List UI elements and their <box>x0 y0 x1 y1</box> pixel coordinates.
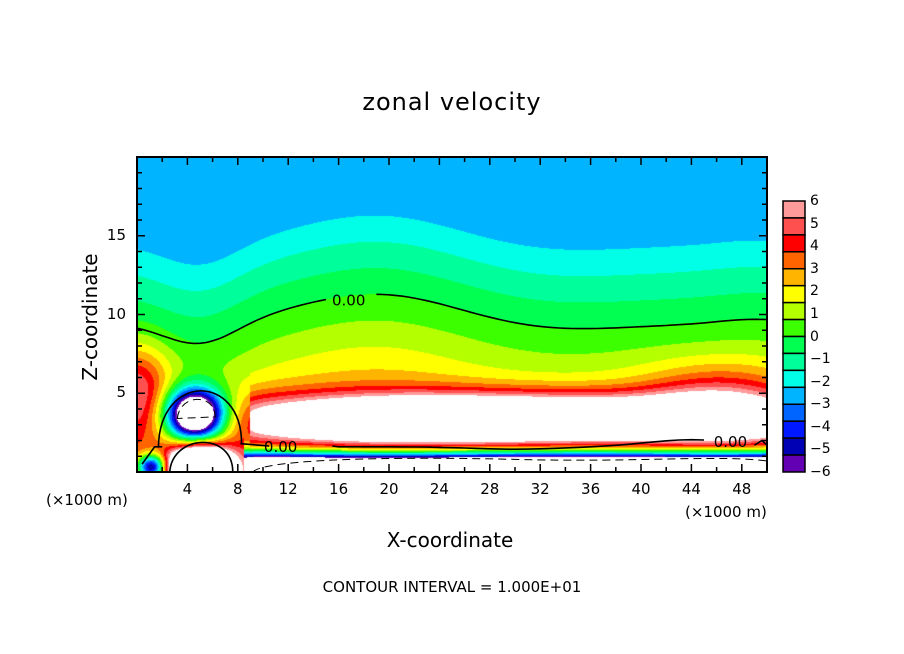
x-tick-label: 36 <box>581 480 601 498</box>
x-tick-label: 16 <box>329 480 349 498</box>
y-axis-label: Z-coordinate <box>78 253 102 381</box>
contour-vortex-lower <box>168 441 234 473</box>
x-tick-label: 40 <box>631 480 651 498</box>
colorbar-swatch <box>782 369 806 389</box>
colorbar-swatch <box>782 454 806 473</box>
colorbar-swatch <box>782 301 806 321</box>
y-tick-label: 10 <box>106 304 126 323</box>
colorbar-label: −5 <box>810 441 831 458</box>
chart-title: zonal velocity <box>362 88 542 116</box>
colorbar-swatch <box>782 420 806 439</box>
colorbar-swatch <box>782 200 806 219</box>
colorbar <box>782 200 806 473</box>
colorbar-label: −3 <box>810 396 831 413</box>
colorbar-label: 4 <box>810 238 819 255</box>
colorbar-swatch <box>782 318 806 338</box>
colorbar-label: −1 <box>810 351 831 368</box>
colorbar-swatch <box>782 251 806 270</box>
contour-interval-note: CONTOUR INTERVAL = 1.000E+01 <box>322 578 582 596</box>
velocity-field-heatmap <box>137 157 767 472</box>
contour-label: 0.00 <box>714 433 747 451</box>
contour-lines: 0.00 0.00 0.00 <box>136 291 768 473</box>
contour-zero-upper <box>136 293 768 345</box>
colorbar-swatch <box>782 234 806 253</box>
x-tick-label: 24 <box>429 480 449 498</box>
x-tick-label: 8 <box>233 480 243 498</box>
colorbar-label: 2 <box>810 283 819 300</box>
x-tick-label: 4 <box>182 480 193 498</box>
contour-left-edge <box>141 446 163 465</box>
x-tick-label: 32 <box>530 480 550 498</box>
colorbar-label: 6 <box>810 193 819 209</box>
colorbar-label: 3 <box>810 260 819 277</box>
x-axis-label: X-coordinate <box>386 528 514 552</box>
x-unit-label-right: (×1000 m) <box>685 503 767 521</box>
x-unit-label-left: (×1000 m) <box>46 491 128 509</box>
y-tick-label: 5 <box>116 383 126 402</box>
contour-dashed-surface <box>252 457 768 473</box>
y-tick-label: 15 <box>106 225 126 244</box>
contour-zero-lower <box>240 438 768 451</box>
x-tick-label: 44 <box>681 480 701 498</box>
colorbar-label: −4 <box>810 418 831 435</box>
colorbar-label: 5 <box>810 215 819 232</box>
colorbar-label: 1 <box>810 305 819 322</box>
colorbar-swatch <box>782 437 806 456</box>
x-tick-label: 28 <box>480 480 500 498</box>
colorbar-swatch <box>782 268 806 287</box>
contour-dashed-vortex <box>176 398 216 419</box>
contour-label: 0.00 <box>264 438 297 456</box>
colorbar-swatch <box>782 352 806 372</box>
colorbar-swatch <box>782 403 806 422</box>
colorbar-swatch <box>782 335 806 355</box>
colorbar-label: −2 <box>810 373 831 390</box>
x-tick-label: 48 <box>732 480 752 498</box>
colorbar-swatch <box>782 217 806 236</box>
x-tick-label: 12 <box>278 480 298 498</box>
colorbar-swatch <box>782 284 806 304</box>
x-tick-label: 20 <box>379 480 399 498</box>
contour-vortex-outer <box>157 390 243 447</box>
contour-label: 0.00 <box>332 291 365 309</box>
colorbar-label: 0 <box>810 328 819 345</box>
colorbar-label: −6 <box>810 464 831 480</box>
colorbar-swatch <box>782 386 806 405</box>
axis-ticks <box>137 157 767 472</box>
